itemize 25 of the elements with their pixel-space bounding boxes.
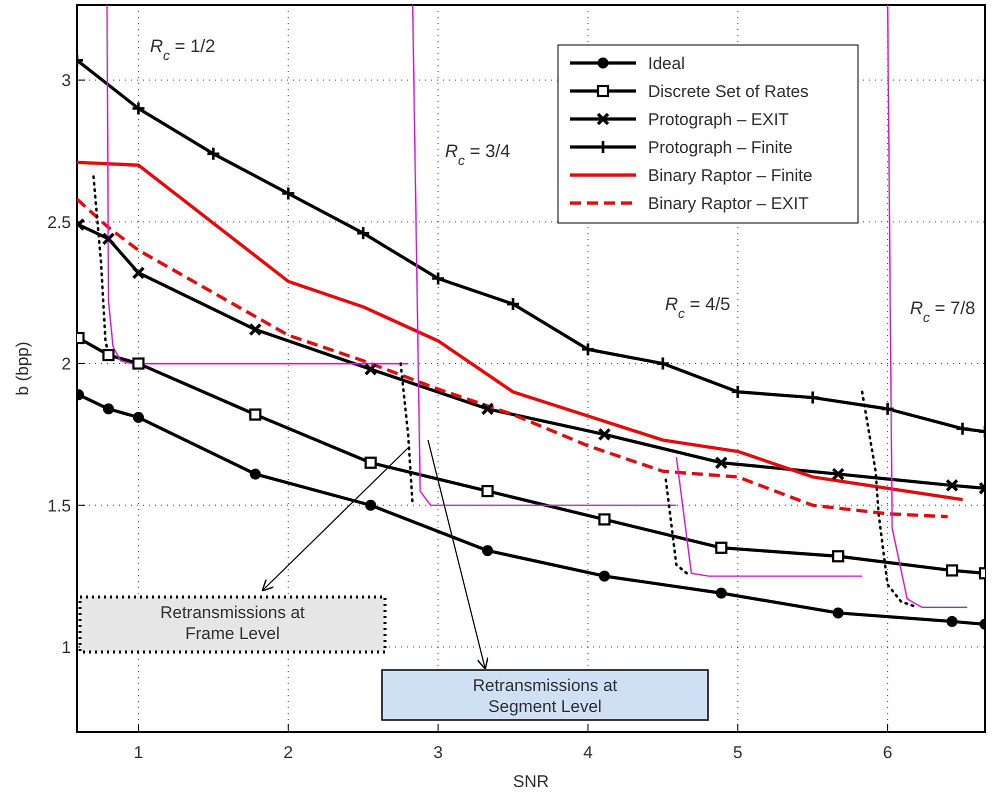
legend-label: Discrete Set of Rates xyxy=(648,82,809,101)
x-tick-label: 1 xyxy=(134,743,144,762)
x-tick-label: 2 xyxy=(284,743,293,762)
y-tick-label: 3 xyxy=(62,71,71,90)
legend-label: Protograph – Finite xyxy=(648,138,793,157)
x-tick-label: 4 xyxy=(583,743,593,762)
annotation: R$_{c}$ = 4/5 xyxy=(665,294,730,320)
annotation: R$_{c}$ = 3/4 xyxy=(445,141,510,168)
legend-label: Ideal xyxy=(648,54,685,73)
y-tick-label: 2.5 xyxy=(47,212,71,232)
y-tick-label: 1 xyxy=(62,638,71,657)
x-tick-label: 3 xyxy=(433,743,443,762)
y-axis-title: b (bpp) xyxy=(13,342,32,396)
annotation: R$_{c}$ = 7/8 xyxy=(910,298,976,324)
x-tick-label: 6 xyxy=(882,743,892,762)
legend-label: Binary Raptor – Finite xyxy=(648,166,812,185)
x-tick-label: 5 xyxy=(733,743,743,762)
y-tick-label: 1.5 xyxy=(47,496,71,516)
y-tick-label: 2 xyxy=(62,354,71,374)
annotation: Retransmissions at Segment Level xyxy=(472,676,618,716)
legend-label: Protograph – EXIT xyxy=(648,110,789,129)
legend-label: Binary Raptor – EXIT xyxy=(648,194,809,213)
x-axis-title: SNR xyxy=(513,772,549,791)
annotation: Retransmissions at Frame Level xyxy=(160,603,306,643)
annotation: R$_{c}$ = 1/2 xyxy=(150,36,216,62)
